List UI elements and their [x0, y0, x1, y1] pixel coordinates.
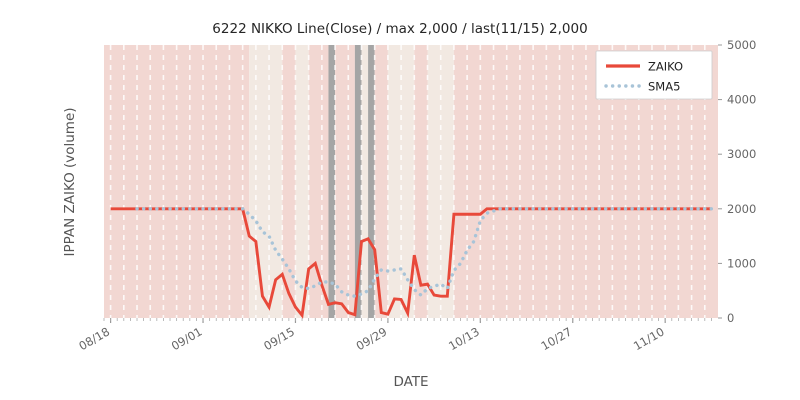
chart-legend[interactable]: ZAIKO SMA5 [595, 50, 713, 100]
data-series [110, 207, 714, 319]
background-band [361, 45, 369, 318]
background-band [249, 45, 283, 318]
background-band [374, 45, 388, 318]
y-tick-label: 3000 [727, 147, 756, 161]
x-tick-label: 09/15 [261, 324, 297, 353]
background-band [328, 45, 336, 318]
legend-label-sma5: SMA5 [648, 80, 680, 94]
x-tick-label: 11/10 [631, 324, 667, 353]
background-band [414, 45, 428, 318]
legend-label-zaiko: ZAIKO [648, 60, 683, 74]
x-tick-label: 10/27 [539, 324, 575, 353]
plot-background-bands [104, 45, 718, 318]
y-tick-label: 4000 [727, 93, 756, 107]
background-band [387, 45, 415, 318]
x-axis-ticks: 08/18 09/01 09/15 09/29 10/13 10/27 11/10 [76, 318, 667, 353]
background-band [354, 45, 362, 318]
background-band [308, 45, 329, 318]
y-axis-ticks: 0 1000 2000 3000 4000 5000 [718, 38, 756, 325]
x-tick-label: 10/13 [446, 324, 482, 353]
y-axis-label: IPPAN ZAIKO (volume) [62, 107, 78, 256]
y-tick-label: 0 [727, 311, 734, 325]
y-tick-label: 5000 [727, 38, 756, 52]
x-tick-label: 09/29 [354, 324, 390, 353]
y-tick-label: 1000 [727, 256, 756, 270]
background-band [368, 45, 375, 318]
background-band [104, 45, 250, 318]
x-axis-label: DATE [393, 374, 428, 390]
x-tick-label: 09/01 [169, 324, 205, 353]
x-axis-minor-ticks [103, 318, 712, 321]
y-tick-label: 2000 [727, 202, 756, 216]
background-band [295, 45, 309, 318]
background-band [282, 45, 296, 318]
x-tick-label: 08/18 [76, 324, 112, 353]
series-line-sma5 [135, 207, 714, 298]
background-band [335, 45, 355, 318]
chart-title: 6222 NIKKO Line(Close) / max 2,000 / las… [212, 21, 587, 37]
